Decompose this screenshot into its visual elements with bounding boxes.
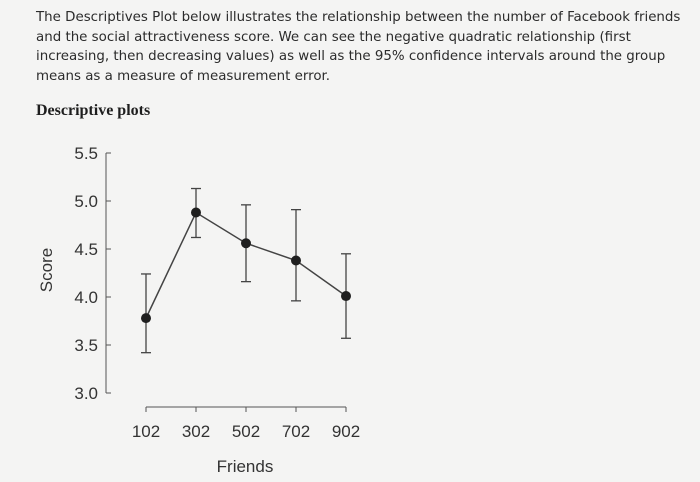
intro-paragraph: The Descriptives Plot below illustrates …: [36, 10, 681, 84]
y-tick-label: 5.5: [74, 144, 98, 163]
data-points: [141, 207, 351, 324]
x-tick-label: 302: [182, 422, 210, 441]
y-tick-label: 5.0: [74, 192, 98, 211]
y-tick-label: 4.0: [74, 288, 98, 307]
y-tick-label: 3.5: [74, 336, 98, 355]
y-axis-label: Score: [37, 248, 56, 292]
section-heading: Descriptive plots: [36, 102, 151, 119]
x-tick-label: 502: [232, 422, 260, 441]
x-tick-label: 902: [332, 422, 360, 441]
y-tick-label: 3.0: [74, 384, 98, 403]
y-axis: 3.0 3.5 4.0 4.5 5.0 5.5: [74, 144, 111, 403]
x-tick-label: 102: [132, 422, 160, 441]
data-point: [291, 255, 301, 266]
error-bars: [141, 187, 351, 354]
x-axis: 102 302 502 702 902: [132, 406, 360, 441]
x-axis-label: Friends: [217, 457, 274, 476]
y-tick-label: 4.5: [74, 240, 98, 259]
data-point: [191, 207, 201, 218]
x-tick-label: 702: [282, 422, 310, 441]
data-point: [141, 313, 151, 324]
data-point: [341, 291, 351, 302]
data-point: [241, 238, 251, 249]
